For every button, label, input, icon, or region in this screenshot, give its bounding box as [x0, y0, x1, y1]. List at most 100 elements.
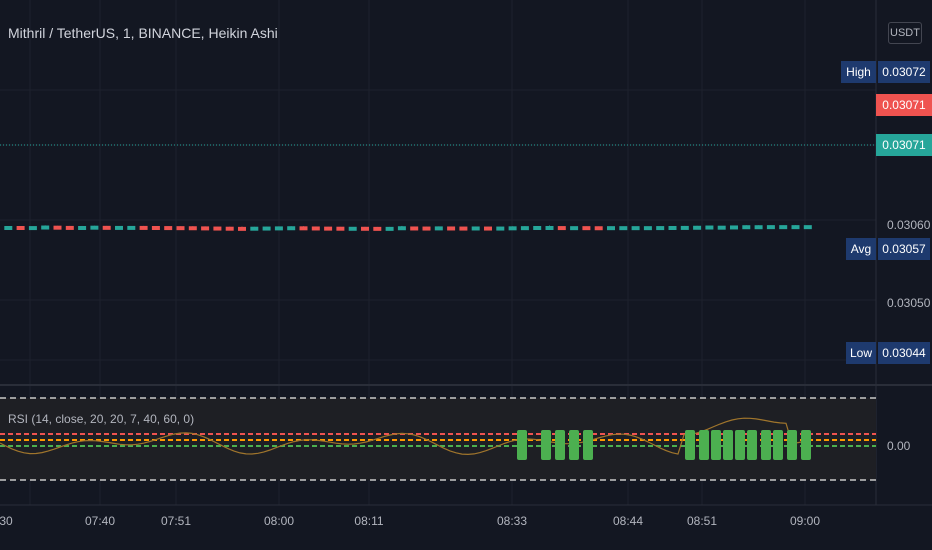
last-price-label: 0.03071	[876, 134, 932, 156]
candle-body	[238, 226, 246, 231]
indicator-axis-value: 0.00	[887, 439, 911, 453]
rsi-signal-marker	[541, 430, 551, 460]
candle-body	[287, 226, 296, 231]
avg-label: Avg	[846, 238, 876, 260]
time-label: 08:00	[263, 514, 295, 528]
candle-body	[557, 226, 566, 231]
low-value: 0.03044	[878, 342, 930, 364]
time-label: 08:11	[354, 514, 384, 528]
candle-body	[742, 225, 751, 230]
candle-body	[643, 226, 652, 231]
ask-price-label: 0.03071	[876, 94, 932, 116]
candle-body	[779, 225, 788, 230]
time-label: 08:44	[612, 514, 644, 528]
candle-body	[16, 226, 25, 230]
candle-body	[127, 225, 136, 230]
time-label: 07:40	[84, 514, 116, 528]
candle-body	[803, 225, 812, 230]
candle-body	[139, 225, 148, 230]
candle-body	[262, 226, 271, 231]
candle-body	[484, 226, 492, 231]
candle-body	[336, 226, 345, 231]
candle-body	[656, 226, 665, 231]
time-label: 09:00	[789, 514, 821, 528]
candle-body	[176, 226, 185, 231]
candle-body	[754, 225, 763, 230]
candle-body	[324, 226, 333, 231]
symbol-title[interactable]: Mithril / TetherUS, 1, BINANCE, Heikin A…	[8, 25, 278, 41]
candle-body	[582, 226, 591, 231]
candle-body	[28, 226, 37, 231]
rsi-signal-marker	[555, 430, 565, 460]
candle-body	[53, 225, 62, 230]
rsi-signal-marker	[801, 430, 811, 460]
candle-body	[766, 225, 775, 230]
candle-body	[385, 226, 394, 231]
candle-body	[680, 225, 689, 230]
rsi-signal-marker	[685, 430, 695, 460]
candle-body	[188, 226, 197, 231]
avg-value: 0.03057	[878, 238, 930, 260]
indicator-label[interactable]: RSI (14, close, 20, 20, 7, 40, 60, 0)	[8, 412, 195, 426]
rsi-signal-marker	[747, 430, 757, 460]
currency-badge[interactable]: USDT	[888, 22, 922, 44]
candle-body	[631, 226, 640, 231]
candle-body	[164, 226, 173, 231]
candle-body	[373, 226, 382, 231]
candle-body	[508, 226, 517, 231]
rsi-signal-marker	[773, 430, 783, 460]
high-label: High	[841, 61, 876, 83]
candle-body	[520, 226, 529, 231]
time-label: 08:51	[686, 514, 718, 528]
candle-body	[471, 226, 480, 231]
candle-body	[78, 226, 87, 230]
candle-body	[533, 226, 542, 230]
candle-body	[730, 225, 738, 230]
rsi-signal-marker	[723, 430, 733, 460]
candle-body	[619, 226, 628, 231]
candle-body	[299, 226, 308, 231]
candle-body	[90, 225, 99, 230]
rsi-signal-marker	[517, 430, 527, 460]
candle-body	[668, 226, 677, 230]
candle-body	[570, 226, 579, 231]
candle-body	[225, 226, 234, 231]
candle-body	[447, 226, 456, 231]
candle-body	[422, 226, 431, 231]
candle-body	[545, 226, 554, 230]
candle-body	[594, 226, 603, 231]
time-label: 08:33	[496, 514, 528, 528]
price-tick-label: 0.03050	[887, 296, 931, 310]
candle-body	[607, 226, 615, 231]
rsi-signal-marker	[711, 430, 721, 460]
price-tick-label: 0.03060	[887, 218, 931, 232]
candle-body	[361, 226, 369, 231]
candle-body	[410, 226, 419, 231]
candle-body	[102, 225, 111, 230]
candle-body	[151, 226, 160, 230]
rsi-signal-marker	[583, 430, 593, 460]
candle-body	[65, 225, 74, 230]
candle-body	[41, 225, 50, 230]
high-value: 0.03072	[878, 61, 930, 83]
candle-body	[693, 225, 702, 230]
candle-body	[115, 225, 123, 230]
rsi-signal-marker	[735, 430, 745, 460]
candle-body	[717, 225, 726, 230]
candle-body	[791, 225, 800, 230]
candle-body	[213, 226, 222, 231]
candle-body	[274, 226, 283, 231]
low-label: Low	[846, 342, 876, 364]
candle-body	[250, 226, 259, 231]
candle-body	[705, 225, 714, 230]
candle-body	[4, 226, 13, 230]
rsi-signal-marker	[787, 430, 797, 460]
time-label: 30	[0, 514, 13, 528]
candle-body	[496, 226, 505, 231]
rsi-signal-marker	[761, 430, 771, 460]
candle-body	[311, 226, 320, 231]
rsi-signal-marker	[699, 430, 709, 460]
rsi-line	[0, 417, 811, 456]
candle-body	[459, 226, 468, 231]
